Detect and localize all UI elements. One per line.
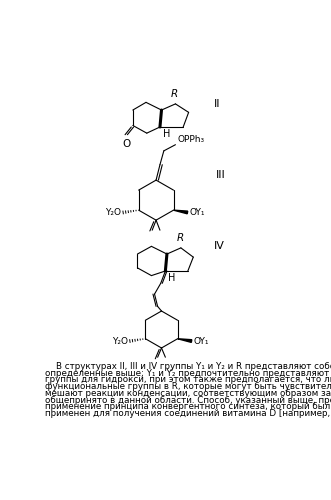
Text: R: R [171,90,178,100]
Polygon shape [178,338,192,342]
Text: R: R [176,234,184,243]
Text: O: O [122,140,131,149]
Text: определенные выше; Y₁ и Y₂ предпочтительно представляют собой защитные: определенные выше; Y₁ и Y₂ предпочтитель… [45,368,331,378]
Text: Y₂O: Y₂O [106,208,121,217]
Text: OY₁: OY₁ [193,336,209,345]
Text: IV: IV [213,242,224,252]
Text: группы для гидрокси, при этом также предполагается, что любые: группы для гидрокси, при этом также пред… [45,376,331,384]
Text: функциональные группы в R, которые могут быть чувствительными или которые: функциональные группы в R, которые могут… [45,382,331,391]
Text: В структурах II, III и IV группы Y₁ и Y₂ и R представляют собой группы,: В структурах II, III и IV группы Y₁ и Y₂… [45,362,331,371]
Text: общепринято в данной области. Способ, указанный выше, представляет собой: общепринято в данной области. Способ, ук… [45,396,331,404]
Text: применение принципа конвергентного синтеза, который был эффективно: применение принципа конвергентного синте… [45,402,331,411]
Text: применен для получения соединений витамина D [например, в Lythgoe et al., J.: применен для получения соединений витами… [45,410,331,418]
Polygon shape [173,210,188,214]
Text: Y₂O: Y₂O [112,336,128,345]
Text: II: II [213,99,220,109]
Text: мешают реакции конденсации, соответствующим образом защищены, как: мешают реакции конденсации, соответствую… [45,389,331,398]
Text: H: H [168,274,176,283]
Text: OY₁: OY₁ [189,208,205,217]
Text: OPPh₃: OPPh₃ [177,135,204,144]
Text: III: III [216,170,225,180]
Text: H: H [163,130,170,140]
